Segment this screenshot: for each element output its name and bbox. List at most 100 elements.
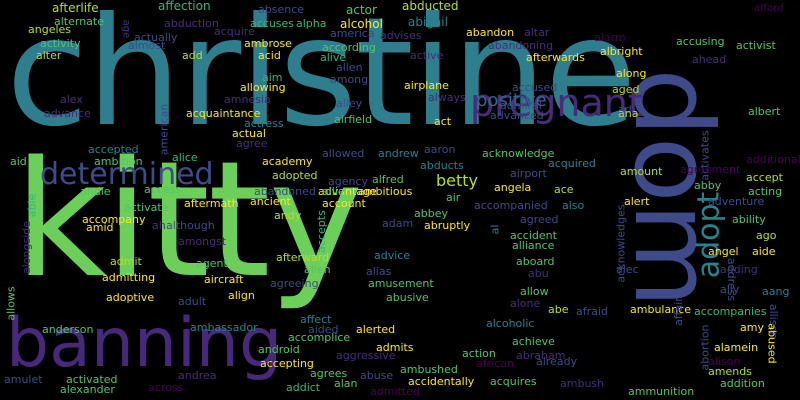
word-alone: alone xyxy=(510,297,541,310)
word-active: active xyxy=(410,49,444,62)
word-alerted: alerted xyxy=(356,323,396,336)
word-affect: affect xyxy=(300,313,332,326)
word-alcoholic: alcoholic xyxy=(486,317,535,330)
word-alison: alison xyxy=(708,355,741,368)
word-affair: affair xyxy=(671,297,685,326)
word-abbey: abbey xyxy=(414,207,448,220)
word-amount: amount xyxy=(620,165,663,178)
word-abandoning: abandoning xyxy=(488,39,554,52)
word-ace: ace xyxy=(554,183,574,196)
word-determined: determined xyxy=(40,157,214,192)
word-admit: admit xyxy=(110,255,142,268)
word-amusement: amusement xyxy=(368,277,434,290)
word-aftermath: aftermath xyxy=(184,197,239,210)
word-american: american xyxy=(157,103,171,156)
word-agent: agent xyxy=(196,257,228,270)
word-android: android xyxy=(258,343,300,356)
word-ambush: ambush xyxy=(560,377,605,390)
word-aboard: aboard xyxy=(516,255,555,268)
word-airport: airport xyxy=(510,167,547,180)
word-afraid: afraid xyxy=(576,305,608,318)
word-airfield: airfield xyxy=(334,113,373,126)
word-acquire: acquire xyxy=(214,25,255,38)
word-across: across xyxy=(148,381,184,394)
word-ambition: ambition xyxy=(94,155,143,168)
word-aided: aided xyxy=(308,323,339,336)
word-adam: adam xyxy=(382,217,414,230)
word-advance: advance xyxy=(44,107,91,120)
word-america: america xyxy=(330,27,375,40)
word-admitting: admitting xyxy=(102,271,156,284)
word-account: account xyxy=(322,197,366,210)
word-alive: alive xyxy=(320,51,347,64)
word-accompanies: accompanies xyxy=(694,305,767,318)
word-advice: advice xyxy=(374,249,411,262)
word-andie: andie xyxy=(80,185,111,198)
word-christine: christine xyxy=(6,0,637,160)
word-ally: ally xyxy=(720,283,740,296)
word-also: also xyxy=(562,199,585,212)
word-accident: accident xyxy=(510,229,557,242)
word-kitty: kitty xyxy=(14,126,363,313)
word-ambitious: ambitious xyxy=(358,185,413,198)
word-andrea: andrea xyxy=(178,369,217,382)
word-advises: advises xyxy=(380,29,422,42)
word-angeles: angeles xyxy=(28,23,72,36)
word-ambulance: ambulance xyxy=(630,303,691,316)
word-ambassador: ambassador xyxy=(190,321,258,334)
word-aim: aim xyxy=(262,71,283,84)
word-accept: accept xyxy=(746,171,783,184)
word-accepting: accepting xyxy=(260,357,314,370)
word-always: always xyxy=(428,91,466,104)
word-allow: allow xyxy=(520,285,549,298)
word-ancient: ancient xyxy=(250,195,291,208)
word-alpha: alpha xyxy=(296,17,327,30)
word-afterwards: afterwards xyxy=(526,51,585,64)
word-angela: angela xyxy=(494,181,532,194)
word-accused: accused xyxy=(512,81,558,94)
word-accuses: accuses xyxy=(250,17,295,30)
word-already: already xyxy=(536,355,578,368)
word-amongst: amongst xyxy=(178,235,227,248)
word-adoptive: adoptive xyxy=(106,291,155,304)
word-amid: amid xyxy=(86,221,114,234)
word-alternate: alternate xyxy=(54,15,104,28)
word-abruptly: abruptly xyxy=(424,219,471,232)
word-abduction: abduction xyxy=(164,17,219,30)
word-alias: alias xyxy=(366,265,392,278)
word-alice: alice xyxy=(172,151,198,164)
word-acquaintance: acquaintance xyxy=(186,107,261,120)
word-address: address xyxy=(725,257,739,302)
word-academy: academy xyxy=(262,155,313,168)
word-abusive: abusive xyxy=(386,291,429,304)
word-allen: allen xyxy=(336,61,363,74)
word-accidentally: accidentally xyxy=(408,375,475,388)
word-although: although xyxy=(166,219,215,232)
word-alarm: alarm xyxy=(594,31,626,44)
word-betty: betty xyxy=(436,171,479,190)
word-alfred: alfred xyxy=(372,173,404,186)
word-amulet: amulet xyxy=(4,373,43,386)
word-amy: amy xyxy=(740,321,764,334)
word-admits: admits xyxy=(376,341,414,354)
word-agreed: agreed xyxy=(520,213,559,226)
word-alien: alien xyxy=(304,263,331,276)
word-ambrose: ambrose xyxy=(244,37,292,50)
word-acting: acting xyxy=(748,185,783,198)
word-alliance: alliance xyxy=(512,239,555,252)
word-african: african xyxy=(476,357,514,370)
word-allie: allie xyxy=(322,185,345,198)
word-activist: activist xyxy=(736,39,776,52)
word-among: among xyxy=(330,73,369,86)
word-add: add xyxy=(182,49,203,62)
word-align: align xyxy=(228,289,255,302)
word-albright: albright xyxy=(600,45,643,58)
word-acid: acid xyxy=(258,49,281,62)
word-almost: almost xyxy=(128,39,166,52)
word-abandoned: abandoned xyxy=(254,185,316,198)
word-allowing: allowing xyxy=(240,81,286,94)
word-acquires: acquires xyxy=(490,375,537,388)
word-activate: activate xyxy=(124,201,169,214)
word-afford: afford xyxy=(754,3,784,14)
